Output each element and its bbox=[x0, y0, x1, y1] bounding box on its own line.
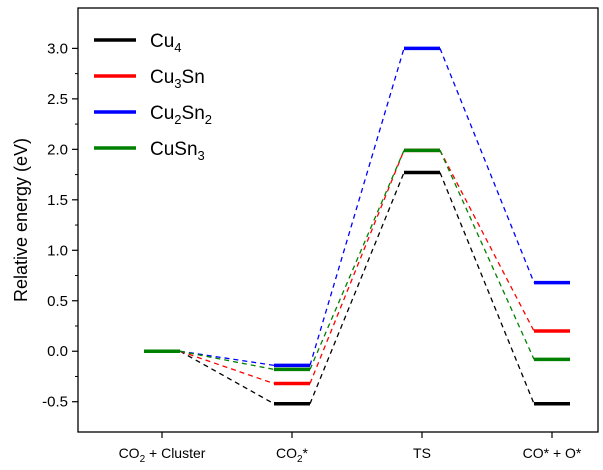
energy-levels-layer bbox=[144, 46, 570, 406]
axes-layer: -0.5 0.0 0.5 1.0 1.5 2.0 2.5 3.0 CO2 + Cluster CO… bbox=[42, 7, 599, 465]
y-tick-label: 3.0 bbox=[47, 40, 68, 57]
y-tick-label: 2.0 bbox=[47, 141, 68, 158]
y-tick-label: -0.5 bbox=[42, 394, 68, 411]
x-tick-label: CO2 + Cluster bbox=[119, 445, 206, 465]
connector-lines-layer bbox=[179, 48, 535, 405]
connector-cu3sn bbox=[309, 150, 405, 384]
connector-cu2sn2 bbox=[439, 48, 535, 283]
legend-entry: Cu2Sn2 bbox=[150, 103, 212, 127]
legend-entry: Cu4 bbox=[150, 31, 182, 55]
connector-cu2sn2 bbox=[309, 48, 405, 366]
connector-cu3sn bbox=[179, 350, 275, 385]
legend-entry: Cu3Sn bbox=[150, 67, 205, 91]
y-tick-label: 0.5 bbox=[47, 293, 68, 310]
y-axis-label: Relative energy (eV) bbox=[11, 138, 31, 302]
connector-cu2sn2 bbox=[179, 350, 275, 367]
legend: Cu4 Cu3Sn Cu2Sn2 CuSn3 bbox=[94, 31, 212, 163]
connector-cu3sn bbox=[439, 150, 535, 332]
connector-cu4 bbox=[179, 350, 275, 405]
x-tick-label: TS bbox=[413, 445, 431, 461]
plot-frame bbox=[77, 7, 599, 433]
connector-cu4 bbox=[309, 172, 405, 404]
connector-cusn3 bbox=[179, 350, 275, 371]
x-tick-label: CO2* bbox=[276, 445, 309, 465]
x-tick-label: CO* + O* bbox=[523, 445, 582, 461]
y-tick-label: 0.0 bbox=[47, 343, 68, 360]
connector-cusn3 bbox=[309, 150, 405, 370]
y-tick-label: 2.5 bbox=[47, 91, 68, 108]
connector-cusn3 bbox=[439, 150, 535, 360]
y-tick-label: 1.0 bbox=[47, 242, 68, 259]
legend-entry: CuSn3 bbox=[150, 139, 205, 163]
connector-cu4 bbox=[439, 172, 535, 404]
y-tick-label: 1.5 bbox=[47, 192, 68, 209]
